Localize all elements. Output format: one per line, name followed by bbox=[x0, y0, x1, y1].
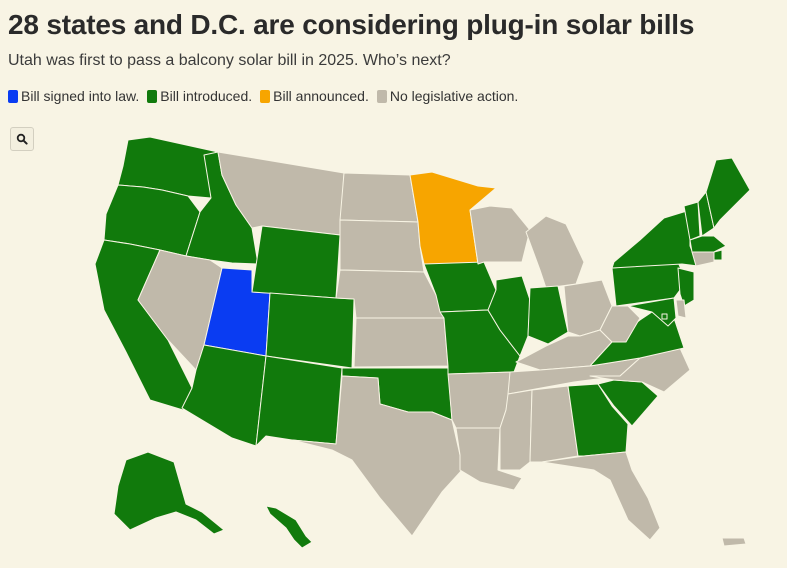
state-ND[interactable] bbox=[339, 172, 419, 223]
page-title: 28 states and D.C. are considering plug-… bbox=[8, 9, 695, 40]
state-NM[interactable] bbox=[255, 355, 343, 447]
state-LA[interactable] bbox=[455, 427, 523, 491]
legend-swatch-introduced bbox=[147, 89, 158, 103]
legend-swatch-announced bbox=[260, 89, 271, 103]
state-SD[interactable] bbox=[339, 219, 425, 273]
state-VT[interactable] bbox=[683, 201, 701, 241]
page-subtitle: Utah was first to pass a balcony solar b… bbox=[8, 52, 451, 69]
state-ME[interactable] bbox=[705, 157, 751, 229]
legend-item-signed: Bill signed into law. bbox=[8, 88, 139, 104]
legend-swatch-none bbox=[376, 89, 387, 103]
legend-label-none: No legislative action. bbox=[389, 88, 519, 104]
state-DE[interactable] bbox=[675, 299, 687, 319]
state-KS[interactable] bbox=[353, 317, 449, 368]
state-FL[interactable] bbox=[541, 451, 661, 541]
state-MA[interactable] bbox=[689, 235, 727, 253]
state-NC[interactable] bbox=[589, 347, 691, 393]
legend-item-none: No legislative action. bbox=[376, 88, 519, 104]
state-NY[interactable] bbox=[611, 209, 699, 269]
legend-swatch-signed bbox=[8, 89, 18, 103]
search-icon bbox=[16, 133, 28, 145]
state-CO[interactable] bbox=[265, 292, 355, 369]
state-IN[interactable] bbox=[527, 285, 569, 345]
state-NJ[interactable] bbox=[677, 267, 695, 307]
state-MI[interactable] bbox=[525, 215, 585, 289]
state-WI[interactable] bbox=[469, 205, 531, 265]
state-PA[interactable] bbox=[611, 261, 687, 307]
state-TX[interactable] bbox=[291, 375, 463, 537]
state-DC[interactable] bbox=[661, 313, 668, 320]
state-WY[interactable] bbox=[251, 225, 341, 299]
state-RI[interactable] bbox=[713, 249, 723, 261]
state-IL[interactable] bbox=[487, 275, 531, 357]
state-AK[interactable] bbox=[113, 451, 225, 535]
state-HI[interactable] bbox=[265, 505, 313, 549]
state-PR[interactable] bbox=[721, 537, 747, 547]
legend-item-announced: Bill announced. bbox=[260, 88, 369, 104]
legend: Bill signed into law. Bill introduced. B… bbox=[8, 88, 526, 104]
legend-label-introduced: Bill introduced. bbox=[160, 88, 253, 104]
legend-label-announced: Bill announced. bbox=[273, 88, 369, 104]
state-WV[interactable] bbox=[599, 305, 641, 343]
state-CT[interactable] bbox=[691, 251, 715, 267]
map-search-button[interactable] bbox=[10, 127, 34, 151]
legend-label-signed: Bill signed into law. bbox=[21, 88, 140, 104]
legend-item-introduced: Bill introduced. bbox=[147, 88, 252, 104]
